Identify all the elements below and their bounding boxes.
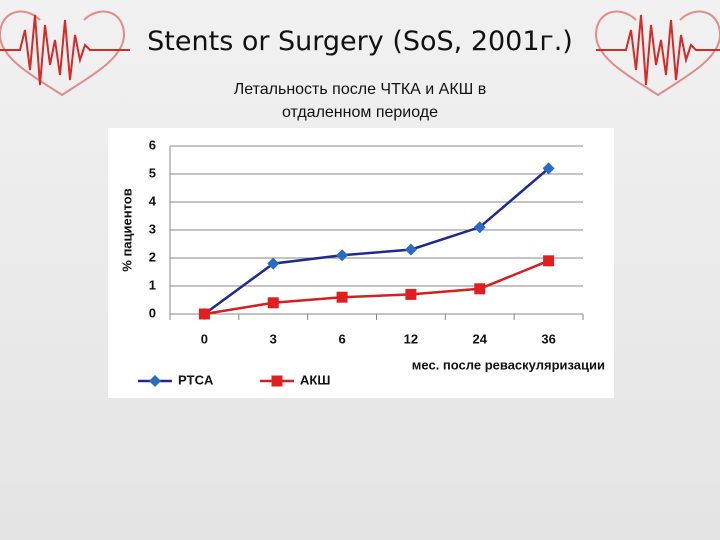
legend-marker — [149, 375, 161, 387]
data-point — [336, 249, 349, 262]
x-tick-label: 12 — [404, 331, 418, 346]
heart-decoration — [594, 10, 720, 97]
slide-title: Stents or Surgery (SoS, 2001г.) — [147, 26, 573, 57]
x-tick-label: 36 — [541, 331, 555, 346]
y-tick-label: 3 — [149, 221, 156, 236]
legend-label: PTCA — [178, 372, 214, 387]
data-point — [267, 257, 280, 270]
slide-subtitle: Летальность после ЧТКА и АКШ в отдаленно… — [233, 81, 487, 121]
y-tick-label: 6 — [149, 137, 156, 152]
data-point — [474, 283, 486, 295]
y-tick-label: 1 — [149, 277, 156, 292]
data-point — [198, 308, 210, 320]
x-tick-label: 3 — [270, 331, 277, 346]
data-point — [473, 221, 486, 234]
x-axis-label: мес. после реваскуляризации — [412, 357, 605, 372]
series-line — [204, 259, 550, 316]
legend-label: АКШ — [300, 372, 330, 387]
series-line — [203, 167, 550, 316]
legend-marker — [271, 375, 283, 387]
y-tick-label: 2 — [149, 249, 156, 264]
y-tick-label: 5 — [149, 165, 156, 180]
data-point — [542, 162, 555, 175]
x-tick-label: 24 — [473, 331, 488, 346]
data-point — [336, 291, 348, 303]
y-axis-label: % пациентов — [119, 188, 134, 271]
x-tick-label: 6 — [338, 331, 345, 346]
data-point — [405, 288, 417, 300]
x-tick-label: 0 — [201, 331, 208, 346]
data-point — [543, 255, 555, 267]
data-point — [267, 297, 279, 309]
y-tick-label: 4 — [149, 193, 157, 208]
y-tick-label: 0 — [149, 305, 156, 320]
heart-decoration — [0, 10, 130, 97]
data-point — [404, 243, 417, 256]
